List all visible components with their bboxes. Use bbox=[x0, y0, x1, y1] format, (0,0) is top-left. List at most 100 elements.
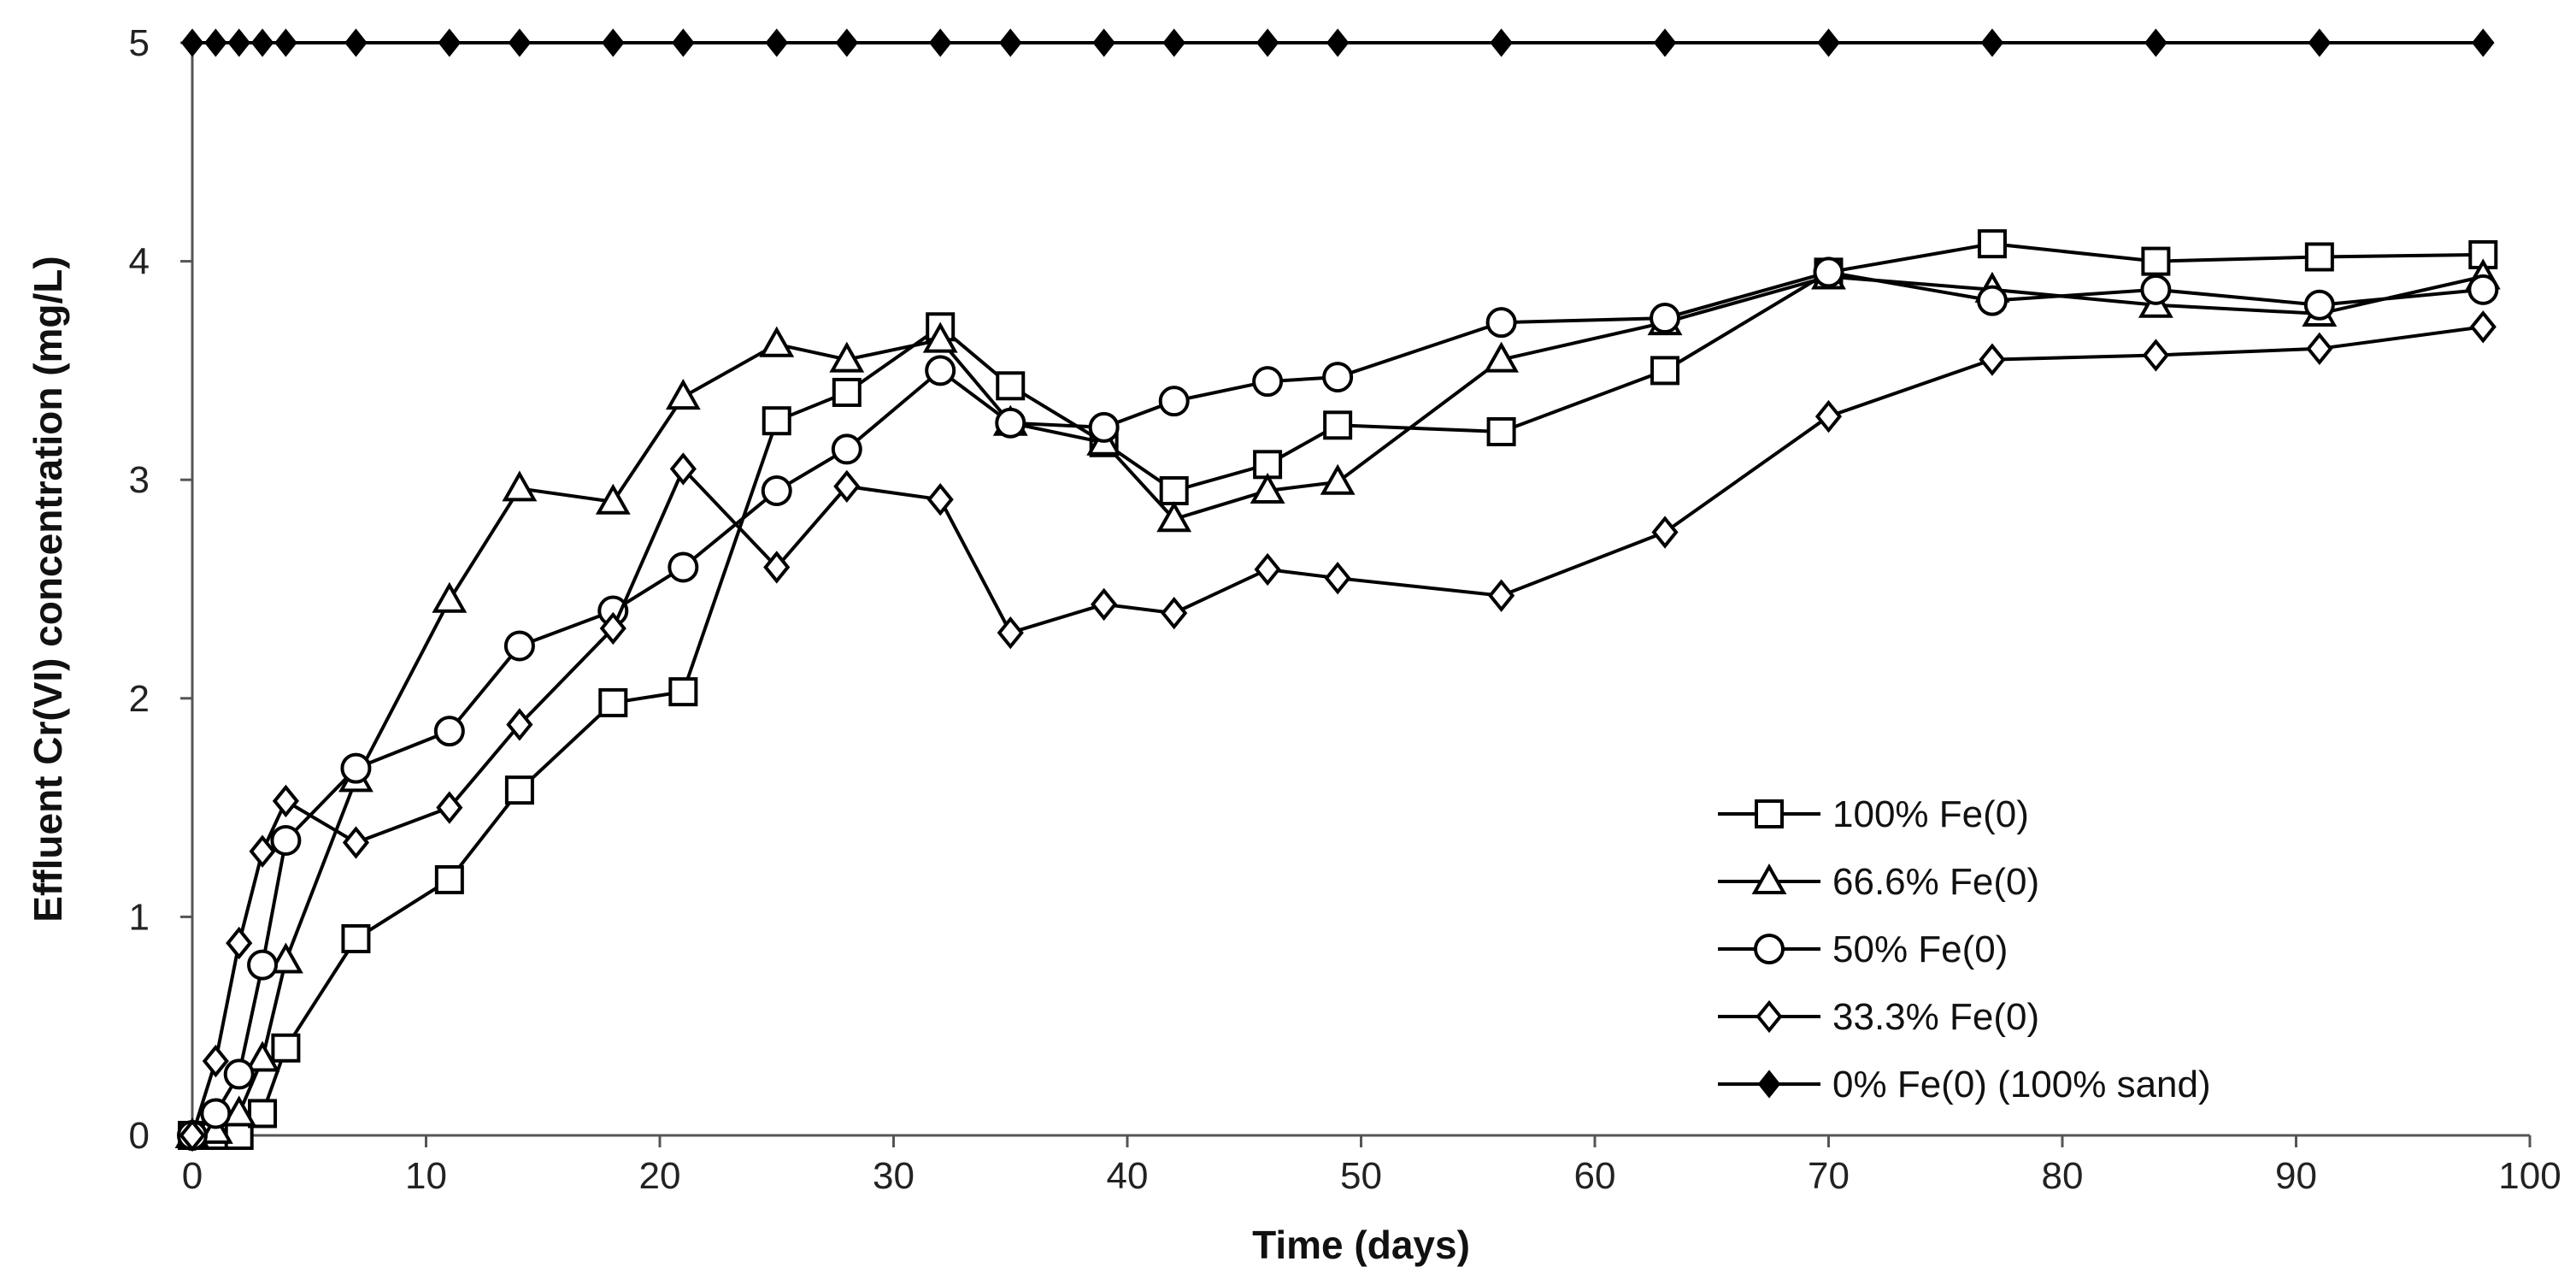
data-point bbox=[2142, 339, 2169, 372]
data-point bbox=[1484, 341, 1520, 373]
data-point bbox=[1650, 303, 1681, 334]
legend-marker bbox=[1756, 999, 1783, 1034]
y-tick-label: 4 bbox=[129, 241, 150, 283]
data-point bbox=[180, 28, 204, 57]
axis-ticks: 0 10 20 30 40 50 60 70 80 90 100 0 1 2 3 4 5 bbox=[129, 22, 2561, 1197]
data-point bbox=[223, 1058, 255, 1090]
x-axis-title: Time (days) bbox=[1252, 1223, 1470, 1267]
series-line bbox=[191, 270, 2484, 1137]
data-point bbox=[504, 775, 534, 805]
data-point bbox=[179, 1118, 206, 1152]
data-point bbox=[672, 28, 695, 57]
data-point bbox=[249, 834, 276, 868]
data-point bbox=[998, 28, 1022, 57]
data-point bbox=[271, 1033, 301, 1063]
series-line bbox=[191, 325, 2484, 1136]
x-tick-label: 100 bbox=[2498, 1155, 2561, 1197]
y-axis-title: Effluent Cr(VI) concentration (mg/L) bbox=[26, 256, 70, 922]
data-point bbox=[669, 452, 697, 486]
data-point bbox=[1326, 28, 1350, 57]
data-point bbox=[2303, 289, 2335, 321]
data-point bbox=[763, 551, 791, 584]
data-point bbox=[506, 708, 533, 741]
data-point bbox=[342, 826, 370, 859]
data-point bbox=[922, 321, 958, 353]
legend-label: 66.6% Fe(0) bbox=[1832, 861, 2039, 903]
data-point bbox=[762, 406, 791, 436]
data-point bbox=[344, 28, 368, 57]
data-point bbox=[1091, 587, 1118, 622]
x-tick-label: 40 bbox=[1107, 1155, 1149, 1197]
data-point bbox=[2467, 274, 2499, 305]
data-point bbox=[1813, 256, 1844, 288]
y-tick-label: 0 bbox=[129, 1115, 150, 1157]
series-circle bbox=[177, 256, 2499, 1151]
data-point bbox=[227, 28, 250, 57]
data-point bbox=[268, 942, 303, 974]
data-point bbox=[831, 433, 862, 465]
data-point bbox=[2304, 242, 2334, 272]
data-point bbox=[1159, 475, 1189, 505]
data-point bbox=[759, 326, 795, 357]
data-point bbox=[668, 551, 699, 583]
data-point bbox=[433, 716, 465, 747]
data-point bbox=[925, 355, 956, 386]
data-point bbox=[1490, 28, 1513, 57]
x-tick-label: 90 bbox=[2275, 1155, 2317, 1197]
data-point bbox=[833, 469, 861, 504]
data-point bbox=[1653, 28, 1677, 57]
data-point bbox=[761, 475, 792, 506]
data-point bbox=[997, 616, 1024, 650]
legend-label: 50% Fe(0) bbox=[1832, 928, 2008, 970]
legend-item: 0% Fe(0) (100% sand) bbox=[1718, 1064, 2211, 1105]
data-point bbox=[432, 581, 468, 613]
data-point bbox=[1323, 410, 1353, 440]
legend-item: 66.6% Fe(0) bbox=[1718, 861, 2039, 903]
legend-item: 33.3% Fe(0) bbox=[1718, 996, 2039, 1038]
data-point bbox=[508, 28, 532, 57]
data-point bbox=[1252, 366, 1284, 398]
x-tick-label: 20 bbox=[639, 1155, 681, 1197]
data-point bbox=[202, 1044, 229, 1078]
data-point bbox=[1485, 307, 1517, 339]
legend-item: 50% Fe(0) bbox=[1718, 928, 2008, 970]
data-point bbox=[602, 28, 625, 57]
series-triangle bbox=[174, 258, 2501, 1148]
data-point bbox=[1324, 562, 1351, 595]
data-point bbox=[1817, 28, 1840, 57]
data-point bbox=[272, 784, 299, 818]
data-point bbox=[1092, 28, 1115, 57]
axes bbox=[191, 43, 2530, 1137]
data-point bbox=[1977, 229, 2007, 259]
legend-marker bbox=[1755, 799, 1784, 828]
x-tick-label: 80 bbox=[2042, 1155, 2084, 1197]
data-point bbox=[1256, 28, 1279, 57]
y-tick-label: 5 bbox=[129, 22, 150, 64]
data-point bbox=[1088, 411, 1120, 443]
legend: 100% Fe(0) 66.6% Fe(0) 50% Fe(0) 33.3% Fe(0… bbox=[1718, 793, 2211, 1105]
data-point bbox=[200, 1098, 232, 1129]
data-point bbox=[1156, 501, 1192, 533]
data-point bbox=[340, 752, 372, 784]
y-tick-label: 1 bbox=[129, 896, 150, 938]
data-point bbox=[1158, 386, 1190, 417]
data-point bbox=[928, 28, 952, 57]
data-point bbox=[1254, 552, 1281, 587]
data-point bbox=[250, 28, 274, 57]
x-tick-label: 10 bbox=[405, 1155, 447, 1197]
data-point bbox=[2144, 28, 2167, 57]
data-point bbox=[1161, 596, 1188, 630]
y-tick-label: 2 bbox=[129, 678, 150, 720]
data-point bbox=[221, 1095, 257, 1127]
data-point bbox=[502, 470, 538, 502]
data-point bbox=[270, 824, 302, 856]
data-point bbox=[438, 28, 462, 57]
data-point bbox=[2140, 274, 2172, 305]
data-series bbox=[174, 28, 2501, 1152]
data-point bbox=[1650, 356, 1680, 386]
data-point bbox=[598, 687, 628, 717]
data-point bbox=[1486, 416, 1516, 446]
data-point bbox=[2308, 28, 2332, 57]
